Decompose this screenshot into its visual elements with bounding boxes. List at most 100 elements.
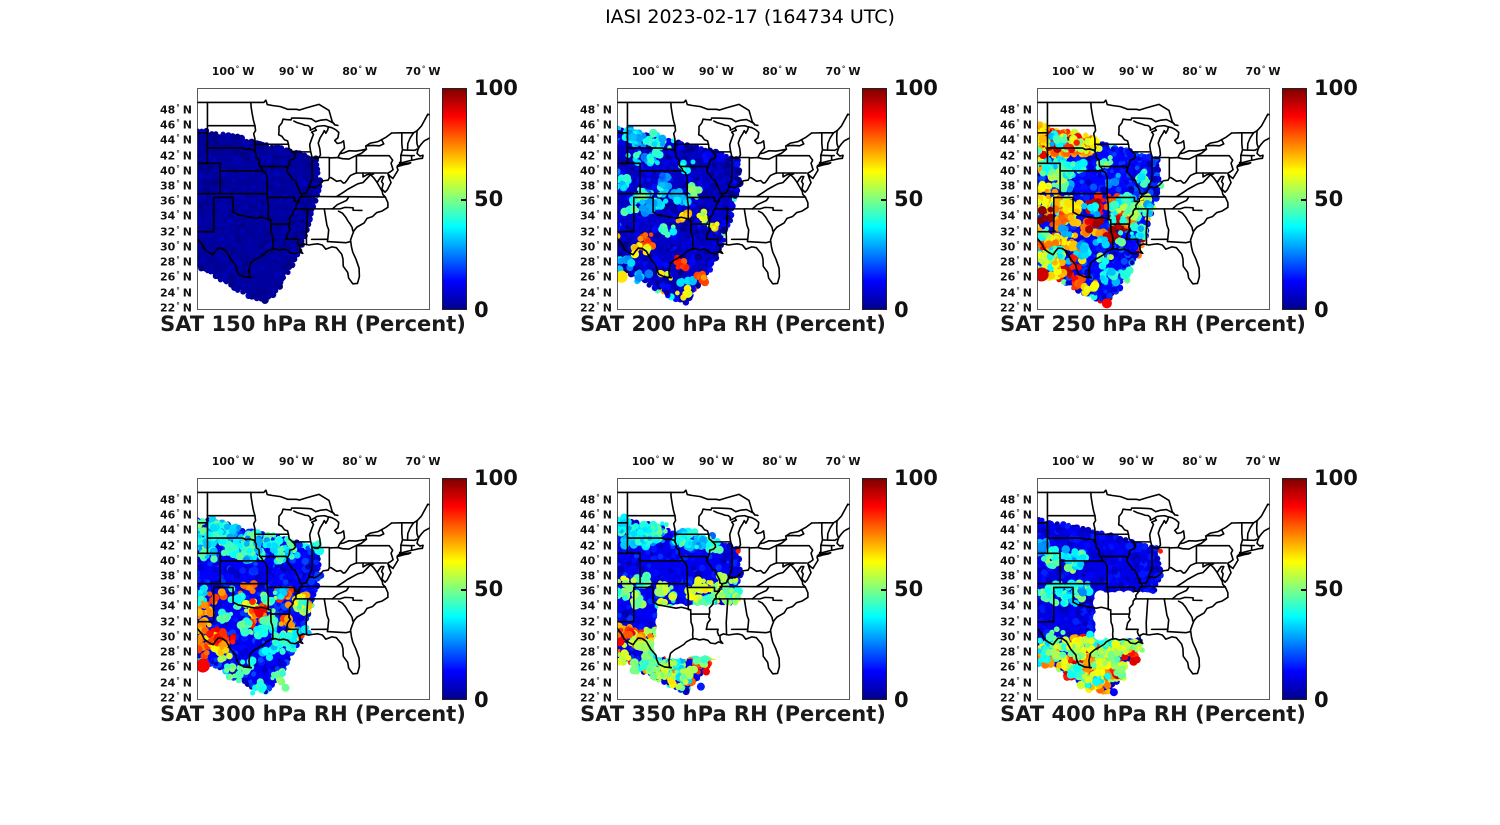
lat-axis-label: 24° N bbox=[999, 676, 1032, 689]
lat-axis-label: 42° N bbox=[579, 149, 612, 163]
lat-axis-label: 38° N bbox=[579, 569, 612, 583]
map-canvas bbox=[197, 478, 430, 700]
lat-axis-label: 30° N bbox=[579, 240, 612, 254]
lat-axis-label: 24° N bbox=[579, 286, 612, 299]
lon-axis-label: 80° W bbox=[1182, 455, 1218, 468]
colorbar-label: 100 bbox=[1314, 76, 1358, 100]
colorbar-label: 0 bbox=[474, 688, 489, 712]
lon-axis-label: 90° W bbox=[278, 455, 314, 468]
lat-axis-label: 34° N bbox=[999, 599, 1032, 613]
lat-axis-label: 42° N bbox=[579, 539, 612, 553]
lat-axis-label: 38° N bbox=[999, 569, 1032, 583]
lat-axis-label: 44° N bbox=[999, 133, 1032, 147]
lon-axis-label: 80° W bbox=[762, 455, 798, 468]
lat-axis-label: 42° N bbox=[159, 539, 192, 553]
lon-axis-label: 100° W bbox=[631, 65, 675, 78]
lat-axis-label: 26° N bbox=[579, 660, 612, 674]
lat-axis-label: 46° N bbox=[159, 118, 192, 132]
rh-map-panel-250: SAT 250 hPa RH (Percent) 100° W 90° W 80° W 70… bbox=[990, 60, 1370, 360]
panel-title: SAT 150 hPa RH (Percent) bbox=[160, 312, 466, 336]
lon-axis-label: 70° W bbox=[1245, 455, 1281, 468]
lat-axis-label: 36° N bbox=[579, 194, 612, 208]
lon-axis-label: 100° W bbox=[631, 455, 675, 468]
colorbar-label: 50 bbox=[894, 577, 924, 601]
colorbar-label: 50 bbox=[474, 187, 504, 211]
lat-axis-label: 42° N bbox=[159, 149, 192, 163]
lat-axis-label: 48° N bbox=[579, 103, 612, 117]
lat-axis-label: 48° N bbox=[999, 493, 1032, 507]
lat-axis-label: 22° N bbox=[159, 301, 192, 315]
colorbar-label: 50 bbox=[1314, 577, 1344, 601]
lat-axis-label: 38° N bbox=[999, 179, 1032, 193]
lon-axis-label: 70° W bbox=[405, 65, 441, 78]
rh-map-panel-200: SAT 200 hPa RH (Percent) 100° W 90° W 80° W 70… bbox=[570, 60, 950, 360]
lon-axis-label: 70° W bbox=[825, 65, 861, 78]
lat-axis-label: 36° N bbox=[159, 584, 192, 598]
colorbar bbox=[442, 478, 467, 700]
lon-axis-label: 80° W bbox=[762, 65, 798, 78]
lat-axis-label: 40° N bbox=[159, 554, 192, 568]
lat-axis-label: 26° N bbox=[159, 660, 192, 674]
colorbar-tick-50 bbox=[881, 199, 886, 201]
lat-axis-label: 38° N bbox=[159, 569, 192, 583]
rh-map-panel-300: SAT 300 hPa RH (Percent) 100° W 90° W 80° W 70… bbox=[150, 450, 530, 750]
lon-axis-label: 100° W bbox=[1051, 455, 1095, 468]
colorbar bbox=[1282, 478, 1307, 700]
lat-axis-label: 26° N bbox=[579, 270, 612, 284]
map-canvas bbox=[197, 88, 430, 310]
lat-axis-label: 36° N bbox=[579, 584, 612, 598]
lat-axis-label: 46° N bbox=[159, 508, 192, 522]
lat-axis-label: 32° N bbox=[579, 225, 612, 239]
lon-axis-label: 100° W bbox=[211, 65, 255, 78]
colorbar-label: 0 bbox=[474, 298, 489, 322]
colorbar-label: 100 bbox=[474, 466, 518, 490]
lat-axis-label: 40° N bbox=[579, 554, 612, 568]
lat-axis-label: 22° N bbox=[999, 301, 1032, 315]
lat-axis-label: 32° N bbox=[579, 615, 612, 629]
lat-axis-label: 28° N bbox=[999, 255, 1032, 269]
lat-axis-label: 38° N bbox=[159, 179, 192, 193]
map-canvas bbox=[617, 88, 850, 310]
lat-axis-label: 22° N bbox=[579, 691, 612, 705]
lat-axis-label: 34° N bbox=[159, 209, 192, 223]
lat-axis-label: 24° N bbox=[159, 286, 192, 299]
map-canvas bbox=[1037, 88, 1270, 310]
lat-axis-label: 22° N bbox=[999, 691, 1032, 705]
panel-title: SAT 250 hPa RH (Percent) bbox=[1000, 312, 1306, 336]
colorbar-label: 50 bbox=[1314, 187, 1344, 211]
lat-axis-label: 48° N bbox=[159, 493, 192, 507]
lat-axis-label: 44° N bbox=[579, 523, 612, 537]
lon-axis-label: 90° W bbox=[1118, 65, 1154, 78]
lat-axis-label: 42° N bbox=[999, 539, 1032, 553]
lat-axis-label: 30° N bbox=[999, 630, 1032, 644]
colorbar-tick-50 bbox=[1301, 589, 1306, 591]
lat-axis-label: 32° N bbox=[999, 225, 1032, 239]
map-canvas bbox=[1037, 478, 1270, 700]
lat-axis-label: 42° N bbox=[999, 149, 1032, 163]
lat-axis-label: 30° N bbox=[579, 630, 612, 644]
colorbar-label: 100 bbox=[1314, 466, 1358, 490]
lat-axis-label: 40° N bbox=[159, 164, 192, 178]
panel-title: SAT 350 hPa RH (Percent) bbox=[580, 702, 886, 726]
lon-axis-label: 100° W bbox=[1051, 65, 1095, 78]
colorbar-label: 100 bbox=[894, 76, 938, 100]
lat-axis-label: 48° N bbox=[579, 493, 612, 507]
colorbar-label: 0 bbox=[894, 298, 909, 322]
lat-axis-label: 32° N bbox=[999, 615, 1032, 629]
colorbar-label: 0 bbox=[894, 688, 909, 712]
colorbar-tick-50 bbox=[881, 589, 886, 591]
lat-axis-label: 22° N bbox=[159, 691, 192, 705]
lon-axis-label: 80° W bbox=[342, 455, 378, 468]
colorbar bbox=[862, 88, 887, 310]
panel-title: SAT 200 hPa RH (Percent) bbox=[580, 312, 886, 336]
panel-title: SAT 400 hPa RH (Percent) bbox=[1000, 702, 1306, 726]
lat-axis-label: 24° N bbox=[159, 676, 192, 689]
lon-axis-label: 80° W bbox=[1182, 65, 1218, 78]
lat-axis-label: 46° N bbox=[999, 118, 1032, 132]
colorbar bbox=[1282, 88, 1307, 310]
rh-map-panel-350: SAT 350 hPa RH (Percent) 100° W 90° W 80° W 70… bbox=[570, 450, 950, 750]
colorbar-tick-50 bbox=[461, 199, 466, 201]
lat-axis-label: 38° N bbox=[579, 179, 612, 193]
colorbar bbox=[442, 88, 467, 310]
